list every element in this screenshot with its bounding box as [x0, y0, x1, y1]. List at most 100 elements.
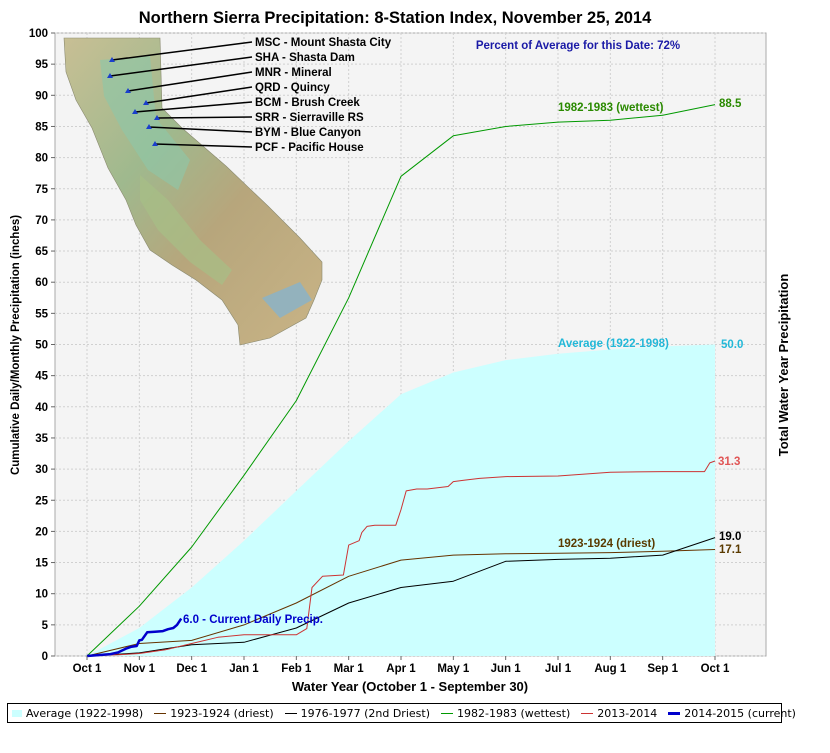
station-leader-line	[127, 71, 253, 92]
x-axis-title: Water Year (October 1 - September 30)	[292, 679, 528, 694]
legend-item: 1976-1977 (2nd Driest)	[284, 706, 430, 720]
legend-swatch	[581, 712, 594, 714]
chart-title: Northern Sierra Precipitation: 8-Station…	[139, 9, 652, 27]
station-leader-line	[109, 56, 253, 77]
y-tick-label: 25	[35, 495, 48, 507]
y-tick-label: 10	[35, 589, 48, 601]
y-axis-title: Cumulative Daily/Monthly Precipitation (…	[10, 215, 22, 475]
station-leader-line	[148, 126, 253, 133]
x-tick-label: Sep 1	[647, 663, 678, 675]
legend-swatch	[12, 709, 22, 717]
x-tick-label: Aug 1	[594, 663, 627, 675]
current-precip-label: 6.0 - Current Daily Precip.	[183, 614, 323, 626]
station-marker-icon	[125, 88, 131, 93]
wettest-total-label: 88.5	[719, 98, 742, 110]
station-label: QRD - Quincy	[255, 82, 330, 94]
wy2014-total-label: 31.3	[718, 456, 740, 468]
california-map-image	[63, 37, 323, 346]
y-tick-label: 85	[35, 121, 48, 133]
legend-label: Average (1922-1998)	[26, 706, 144, 720]
series-line-1982-1983-wettest	[86, 104, 716, 657]
legend-item: 2014-2015 (current)	[668, 707, 796, 720]
y-tick-label: 75	[35, 184, 48, 196]
chart-svg: MSC - Mount Shasta City SHA - Shasta Dam M…	[10, 9, 791, 694]
y-tick-label: 65	[35, 246, 48, 258]
x-tick-label: May 1	[437, 663, 470, 675]
legend-swatch	[284, 712, 297, 714]
average-area-layer	[87, 344, 715, 656]
station-leader-line	[154, 143, 253, 148]
legend-label: 2013-2014	[597, 706, 658, 720]
y-tick-label: 70	[35, 215, 48, 227]
station-label: BCM - Brush Creek	[255, 97, 360, 109]
x-tick-label: Feb 1	[281, 663, 312, 675]
y-tick-label: 45	[35, 371, 48, 383]
y-tick-label: 95	[35, 59, 48, 71]
x-tick-label: Apr 1	[386, 663, 416, 675]
station-leader-line	[156, 116, 253, 119]
y2-axis-title: Total Water Year Precipitation	[776, 274, 791, 457]
station-marker-icon	[109, 57, 115, 62]
station-marker-icon	[143, 100, 149, 105]
x-tick-label: Oct 1	[73, 663, 102, 675]
driest-label: 1923-1924 (driest)	[558, 538, 655, 550]
y-tick-label: 90	[35, 90, 48, 102]
y-tick-label: 60	[35, 277, 48, 289]
x-tick-label: Dec 1	[176, 663, 207, 675]
station-leader-line	[145, 86, 253, 104]
station-leader-line	[134, 101, 253, 113]
average-area	[87, 344, 715, 656]
series-layer	[86, 104, 716, 658]
station-marker-icon	[152, 141, 158, 146]
y-tick-label: 0	[42, 651, 48, 663]
percent-of-average-subtitle: Percent of Average for this Date: 72%	[476, 40, 680, 52]
series-line-2013-2014	[86, 460, 716, 657]
station-label: SHA - Shasta Dam	[255, 52, 355, 64]
legend-item: 1982-1983 (wettest)	[441, 707, 570, 720]
x-tick-label: Jun 1	[491, 663, 522, 675]
station-labels: MSC - Mount Shasta City SHA - Shasta Dam M…	[107, 37, 392, 154]
x-tick-label: Nov 1	[124, 663, 156, 675]
legend-label: 1976-1977 (2nd Driest)	[300, 706, 430, 720]
station-label: MSC - Mount Shasta City	[255, 37, 392, 49]
average-label: Average (1922-1998)	[558, 338, 669, 350]
y-tick-label: 100	[29, 28, 48, 40]
legend-swatch	[441, 712, 453, 714]
axes: 0 5 10 15 20 25 30 35 40 45 50 55 60 65 70 75 80 85 90 95 10…	[29, 28, 730, 675]
station-leader-line	[111, 41, 253, 61]
series-line-2014-2015-current	[86, 617, 183, 658]
station-marker-icon	[132, 109, 138, 114]
legend-swatch	[668, 711, 681, 715]
legend-label: 1982-1983 (wettest)	[457, 706, 571, 720]
y-tick-label: 50	[35, 340, 48, 352]
y-tick-label: 80	[35, 153, 48, 165]
station-label: PCF - Pacific House	[255, 142, 364, 154]
series-line-1923-1924-driest	[86, 549, 716, 657]
legend-item: 1923-1924 (driest)	[154, 706, 274, 720]
station-label: MNR - Mineral	[255, 67, 332, 79]
y-tick-label: 20	[35, 526, 48, 538]
station-label: BYM - Blue Canyon	[255, 127, 361, 139]
y-tick-label: 55	[35, 308, 48, 320]
legend-item: Average (1922-1998)	[12, 707, 143, 720]
y-tick-label: 40	[35, 402, 48, 414]
wettest-label: 1982-1983 (wettest)	[558, 102, 664, 114]
y-tick-label: 30	[35, 464, 48, 476]
station-label: SRR - Sierraville RS	[255, 112, 364, 124]
x-tick-label: Jan 1	[229, 663, 259, 675]
legend: Average (1922-1998) 1923-1924 (driest) 197…	[7, 703, 796, 723]
y-tick-label: 5	[42, 620, 49, 632]
station-marker-icon	[154, 115, 160, 120]
legend-swatch	[154, 712, 167, 714]
station-marker-icon	[107, 73, 113, 78]
driest-total-label: 17.1	[719, 544, 742, 556]
series-line-1976-1977-2nd-driest	[86, 537, 716, 657]
x-tick-label: Jul 1	[545, 663, 572, 675]
second-driest-total-label: 19.0	[719, 531, 741, 543]
y-tick-label: 35	[35, 433, 48, 445]
legend-label: 2014-2015 (current)	[684, 706, 796, 720]
legend-item: 2013-2014	[581, 707, 657, 720]
station-marker-icon	[146, 124, 152, 129]
legend-label: 1923-1924 (driest)	[170, 706, 274, 720]
